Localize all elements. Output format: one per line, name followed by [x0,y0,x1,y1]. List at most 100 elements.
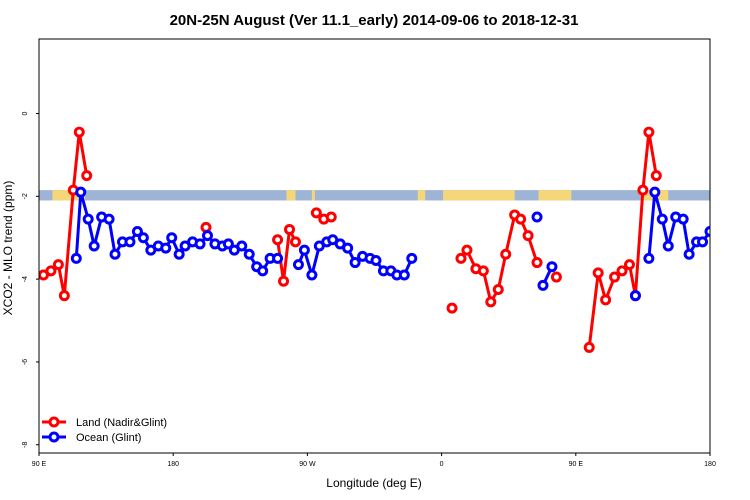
series-1-point-6 [109,248,121,260]
series-1-point-67 [719,246,727,254]
series-1-point-29 [272,252,284,264]
series-0-point-3 [58,290,70,302]
x-axis-label: Longitude (deg E) [326,476,421,490]
series-0-point-44 [650,170,662,182]
series-0-point-37 [600,294,612,306]
y-tick-label-0: 0 [22,111,29,115]
series-1-point-13 [160,242,172,254]
series-1-point-69 [734,244,742,252]
series-0-point-33 [550,271,562,283]
series-0-point-6 [81,170,93,182]
series-1-point-39 [349,257,361,269]
y-tick-label-4: -8 [22,442,29,448]
land-segment-4 [443,190,515,201]
series-1-point-52 [546,261,558,273]
series-1-point-27 [257,265,269,277]
series-1-point-32 [298,244,310,256]
series-0-point-30 [522,230,534,242]
y-axis: 0 -2 -4 -6 -8 [22,111,39,448]
ocean-band [39,190,710,201]
series-1-point-49 [531,211,543,223]
series-1-point-5 [103,213,115,225]
series-line-0 [42,130,658,348]
series-0-point-29 [515,213,527,225]
series-1-point-68 [727,242,735,250]
series-layer [39,126,742,353]
series-1-point-8 [124,236,136,248]
series-1-point-42 [370,254,382,266]
legend-ocean-marker [48,431,60,443]
x-tick-label-0: 90 E [32,461,47,468]
legend: Land (Nadir&Glint) Ocean (Glint) [42,416,167,444]
x-tick-label-2: 90 W [299,461,316,468]
series-0 [39,126,662,353]
x-tick-label-5: 180 [704,461,716,468]
series-0-point-13 [289,236,301,248]
legend-item-ocean: Ocean (Glint) [42,431,141,444]
series-1-point-25 [243,248,255,260]
series-0-point-5 [73,126,85,138]
series-1-point-51 [537,279,549,291]
series-1-point-24 [236,240,248,252]
x-axis: 90 E 180 90 W 0 90 E 180 [32,453,716,468]
series-1-point-38 [342,242,354,254]
series-0-point-15 [310,207,322,219]
series-0-point-21 [455,252,467,264]
series-1-point-66 [713,234,721,242]
land-segment-1 [286,190,296,201]
y-tick-label-3: -6 [22,359,29,365]
series-0-point-12 [284,223,296,235]
series-1-point-1 [75,186,87,198]
series-0-point-35 [583,341,595,353]
series-0-point-11 [278,275,290,287]
series-0-point-22 [461,244,473,256]
series-1-point-10 [137,232,149,244]
series-1-point-31 [292,259,304,271]
legend-ocean-label: Ocean (Glint) [76,432,141,444]
series-1-point-54 [629,290,641,302]
land-segment-5 [538,190,572,201]
series-1-point-62 [683,248,695,260]
series-0-point-40 [623,259,635,271]
y-tick-label-2: -4 [22,276,29,282]
series-0-point-10 [272,234,284,246]
series-1-point-61 [677,213,689,225]
series-1-point-0 [70,252,82,264]
legend-land-marker [48,416,60,428]
series-1-point-19 [201,230,213,242]
series-1-point-2 [82,213,94,225]
series-0-point-19 [446,302,458,314]
series-0-point-38 [609,271,621,283]
y-tick-label-1: -2 [22,193,29,199]
series-0-point-8 [200,221,212,233]
series-0-point-24 [477,265,489,277]
series-1-point-65 [704,226,710,238]
series-1-point-46 [398,269,410,281]
land-segment-3 [417,190,426,201]
chart-title: 20N-25N August (Ver 11.1_early) 2014-09-… [170,12,579,29]
series-1-point-9 [131,226,143,238]
x-tick-label-1: 180 [167,461,179,468]
series-1-point-14 [166,232,178,244]
series-1-point-59 [662,240,674,252]
x-tick-label-3: 0 [440,461,444,468]
land-segment-2 [311,190,315,201]
series-0-point-36 [592,267,604,279]
series-1-point-57 [649,186,661,198]
series-1-point-56 [643,252,655,264]
series-0-point-42 [637,184,649,196]
series-1-point-64 [697,236,709,248]
series-1-point-22 [222,238,234,250]
series-1 [70,186,742,302]
y-axis-label: XCO2 - MLO trend (ppm) [1,181,15,316]
x-tick-label-4: 90 E [569,461,584,468]
series-1-point-58 [656,213,668,225]
series-1-point-18 [194,238,206,250]
series-1-point-15 [173,248,185,260]
series-0-point-17 [325,211,337,223]
series-0-point-25 [485,296,497,308]
series-1-point-47 [406,252,418,264]
series-0-point-39 [616,265,628,277]
land-segment-0 [52,190,86,201]
